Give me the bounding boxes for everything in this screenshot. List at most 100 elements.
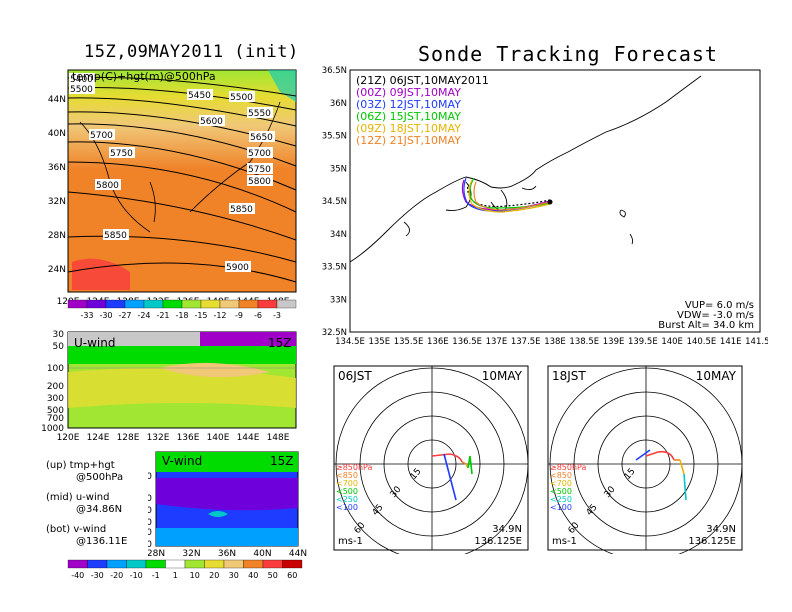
track-x-tick: 138.5E bbox=[569, 337, 599, 347]
contour-label-bg bbox=[249, 131, 275, 142]
wind-colorbar-label: -10 bbox=[130, 571, 143, 580]
contour-label-bg bbox=[247, 147, 273, 158]
hodo-legend-item: <850 bbox=[336, 471, 358, 480]
cold-area bbox=[268, 70, 296, 102]
track-x-tick: 137E bbox=[486, 337, 508, 347]
track-y-tick: 33.5N bbox=[322, 263, 347, 273]
track-param: VUP= 6.0 m/s bbox=[685, 300, 754, 311]
track-x-tick: 141.5E bbox=[745, 337, 768, 347]
hodograph-18jst-trace bbox=[635, 449, 687, 501]
contour-label-bg bbox=[103, 229, 129, 240]
u-x-tick: 128E bbox=[117, 433, 140, 443]
contour-label: 5700 bbox=[90, 131, 113, 141]
u-x-tick: 136E bbox=[177, 433, 200, 443]
contour-label-bg bbox=[229, 203, 255, 214]
hodo-legend-item: <700 bbox=[550, 479, 572, 488]
contour-label-bg bbox=[69, 73, 95, 84]
v-x-tick: 32N bbox=[182, 549, 200, 558]
track-legend-item: (03Z) 12JST,10MAY bbox=[356, 98, 461, 111]
temp-colorbar-label: -27 bbox=[118, 311, 131, 320]
u-x-tick: 140E bbox=[207, 433, 230, 443]
contour-label-bg bbox=[89, 129, 115, 140]
wind-colorbar: -40 -30 -20 -10 -1 1 10 20 30 40 50 60 bbox=[67, 559, 303, 580]
v-x-tick: 40N bbox=[253, 549, 271, 558]
contour-label-bg bbox=[199, 115, 225, 126]
temp-colorbar-swatch bbox=[105, 299, 126, 309]
contour-label: 5850 bbox=[104, 231, 127, 241]
contour-label: 5900 bbox=[226, 263, 249, 273]
track-legend-item: (00Z) 09JST,10MAY bbox=[356, 86, 461, 99]
hodo-unit: ms-1 bbox=[552, 536, 577, 547]
contour-label-bg bbox=[247, 107, 273, 118]
u-wind-yellow bbox=[68, 368, 296, 408]
track-y-tick: 32.5N bbox=[322, 328, 347, 338]
v-wind-time: 15Z bbox=[270, 454, 294, 468]
wind-colorbar-swatch bbox=[87, 559, 108, 569]
track-x-tick: 134.5E bbox=[335, 337, 365, 347]
wind-colorbar-label: 20 bbox=[209, 571, 219, 580]
wind-colorbar-label: 60 bbox=[287, 571, 297, 580]
v-wind-top bbox=[156, 452, 298, 472]
contour-label: 5800 bbox=[248, 177, 271, 187]
contour-label: 5750 bbox=[110, 149, 133, 159]
note-up: (up) tmp+hgt @500hPa bbox=[46, 460, 123, 484]
v-x-tick: 36N bbox=[218, 549, 236, 558]
wind-colorbar-label: -30 bbox=[91, 571, 104, 580]
wind-colorbar-swatch bbox=[165, 559, 186, 569]
hodo-legend-item: <500 bbox=[550, 487, 572, 496]
contour-label: 5800 bbox=[96, 181, 119, 191]
contour-label-bg bbox=[95, 179, 121, 190]
contour-label: 5500 bbox=[230, 93, 253, 103]
temp-colorbar-label: -30 bbox=[99, 311, 112, 320]
u-y-tick: 1000 bbox=[41, 424, 64, 434]
temp-colorbar-swatch bbox=[238, 299, 259, 309]
wind-colorbar-swatch bbox=[145, 559, 166, 569]
track-legend-item: (21Z) 06JST,10MAY2011 bbox=[356, 74, 489, 87]
track-y-tick: 36N bbox=[330, 99, 347, 109]
contour-label-bg bbox=[247, 175, 273, 186]
track-x-tick: 136.5E bbox=[452, 337, 482, 347]
hodo-legend-item: <850 bbox=[550, 471, 572, 480]
contour-label-bg bbox=[229, 91, 255, 102]
track-x-tick: 135.5E bbox=[394, 337, 424, 347]
contour-label-bg bbox=[187, 89, 213, 100]
hodo-lat: 34.9N bbox=[492, 524, 522, 535]
v-y-tick: 300 bbox=[148, 506, 152, 516]
u-wind-title: U-wind bbox=[74, 336, 116, 350]
tracking-axis-ticks: 134.5E 135E 135.5E 136E 136.5E 137E 137.5E 138E… bbox=[322, 66, 768, 347]
hodo-legend-item: <100 bbox=[336, 503, 358, 512]
track-param: Burst Alt= 34.0 km bbox=[658, 320, 754, 331]
wind-colorbar-label: 10 bbox=[190, 571, 200, 580]
u-x-tick: 120E bbox=[57, 433, 80, 443]
contour-label-bg bbox=[109, 147, 135, 158]
wind-colorbar-swatch bbox=[126, 559, 147, 569]
u-y-tick: 100 bbox=[47, 364, 64, 374]
v-y-tick: 200 bbox=[148, 494, 152, 504]
u-wind-jet bbox=[160, 362, 270, 378]
hodo-legend-item: ≥850hPa bbox=[550, 463, 587, 472]
temp-colorbar-swatch bbox=[257, 299, 278, 309]
wind-colorbar-swatch bbox=[282, 559, 303, 569]
contour-label: 5700 bbox=[248, 149, 271, 159]
map-y-tick: 24N bbox=[48, 265, 66, 275]
temp-colorbar-swatch bbox=[162, 299, 183, 309]
map-y-tick: 36N bbox=[48, 163, 66, 173]
v-y-tick: 700 bbox=[148, 528, 152, 538]
contour-label: 5600 bbox=[200, 117, 223, 127]
track-y-tick: 35.5N bbox=[322, 132, 347, 142]
track-param: VDW= -3.0 m/s bbox=[677, 310, 754, 321]
contour-label-bg bbox=[69, 83, 95, 94]
sonde-tracks bbox=[461, 177, 551, 213]
track-y-tick: 35N bbox=[330, 164, 347, 174]
track-x-tick: 135E bbox=[368, 337, 390, 347]
temp-colorbar-label: -21 bbox=[156, 311, 169, 320]
temp-colorbar-labels: -33 -30 -27 -24 -21 -18 -15 -12 -9 -6 -3 bbox=[80, 311, 281, 320]
temp-colorbar-swatch bbox=[219, 299, 240, 309]
wind-colorbar-labels: -40 -30 -20 -10 -1 1 10 20 30 40 50 60 bbox=[71, 571, 297, 580]
track-y-tick: 34.5N bbox=[322, 197, 347, 207]
temp-colorbar-swatch bbox=[67, 299, 88, 309]
track-legend-item: (06Z) 15JST,10MAY bbox=[356, 110, 461, 123]
contour-label: 5500 bbox=[70, 85, 93, 95]
tracking-legend: (21Z) 06JST,10MAY2011(00Z) 09JST,10MAY(0… bbox=[356, 74, 489, 147]
